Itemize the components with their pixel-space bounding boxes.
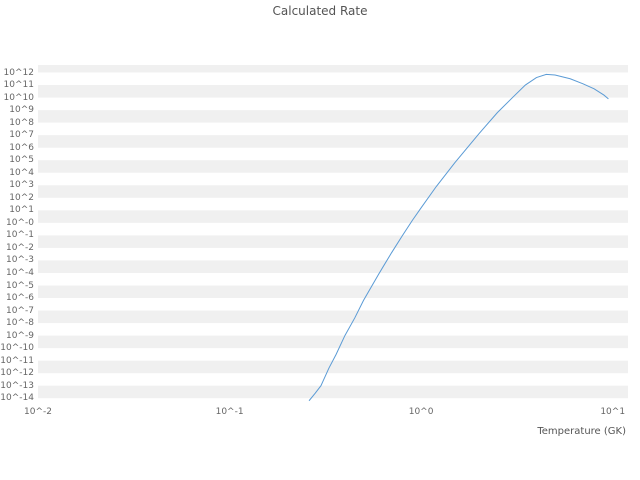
y-tick-label: 10^5 [9, 155, 34, 166]
y-tick-label: 10^-4 [6, 268, 34, 278]
y-tick-label: 10^11 [3, 80, 34, 90]
y-tick-label: 10^-10 [0, 343, 34, 354]
y-tick-label: 10^-5 [6, 280, 34, 291]
x-tick-label: 10^-2 [24, 407, 52, 417]
y-tick-label: 10^-14 [0, 393, 34, 404]
y-tick-label: 10^-1 [6, 230, 34, 241]
plot-band [38, 85, 628, 98]
y-tick-label: 10^10 [3, 92, 34, 103]
rate-curve-line [308, 73, 609, 402]
plot-band [38, 260, 628, 273]
y-tick-label: 10^-6 [6, 293, 34, 303]
y-tick-label: 10^-0 [6, 217, 34, 228]
y-tick-label: 10^-12 [0, 368, 34, 379]
x-axis-title: Temperature (GK) [537, 426, 626, 437]
plot-band [38, 385, 628, 399]
y-tick-label: 10^-3 [6, 255, 34, 266]
plot-band [38, 285, 628, 299]
y-tick-label: 10^6 [9, 142, 34, 153]
plot-band [38, 310, 628, 324]
y-tick-label: 10^7 [9, 130, 34, 141]
y-tick-label: 10^1 [9, 205, 34, 216]
x-tick-label: 10^-1 [215, 407, 244, 417]
plot-band [38, 185, 628, 198]
y-tick-label: 10^9 [9, 105, 34, 116]
x-tick-label: 10^0 [408, 407, 434, 417]
plot-band [38, 235, 628, 248]
plot-area [38, 65, 628, 402]
plot-band [38, 210, 628, 223]
y-tick-label: 10^2 [9, 192, 34, 203]
y-tick-label: 10^-9 [6, 330, 34, 341]
plot-canvas [38, 65, 628, 402]
x-tick-label: 10^1 [600, 407, 626, 417]
plot-band [38, 335, 628, 349]
plot-band [38, 160, 628, 173]
y-tick-label: 10^3 [9, 180, 34, 191]
plot-band [38, 135, 628, 148]
y-tick-label: 10^-13 [0, 380, 34, 391]
y-tick-label: 10^8 [9, 117, 34, 128]
y-tick-label: 10^-7 [6, 305, 34, 316]
y-tick-label: 10^12 [3, 67, 34, 78]
y-tick-label: 10^-8 [6, 318, 34, 329]
y-tick-label: 10^-11 [0, 355, 34, 366]
y-tick-label: 10^4 [9, 167, 34, 178]
plot-band [38, 65, 628, 73]
plot-band [38, 110, 628, 123]
plot-band [38, 360, 628, 374]
y-tick-label: 10^-2 [6, 242, 34, 253]
chart-title: Calculated Rate [272, 4, 368, 18]
